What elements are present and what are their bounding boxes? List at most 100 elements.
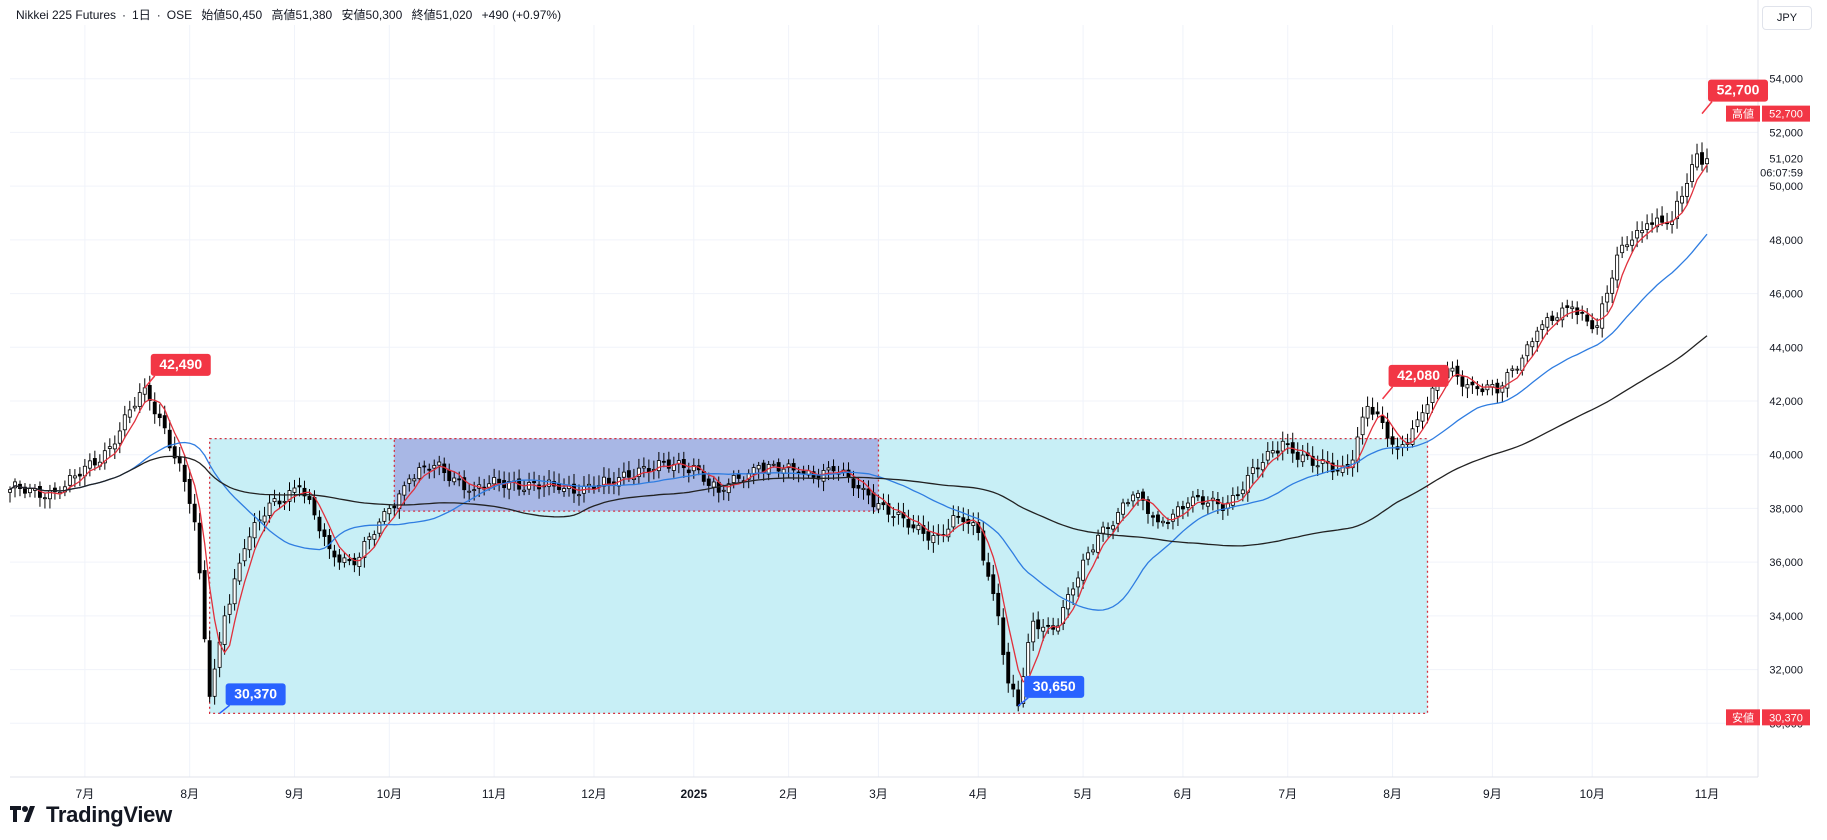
candle-body [172, 446, 177, 459]
badge-label-bg [1726, 709, 1760, 726]
candle-body [1660, 215, 1665, 223]
candle-body [132, 405, 137, 409]
candle-body [1420, 412, 1425, 422]
candle [322, 523, 327, 547]
candle-body [192, 503, 197, 523]
candle [1655, 208, 1660, 233]
candle-body [1205, 502, 1210, 507]
candle [202, 560, 207, 643]
candle-body [1036, 619, 1041, 630]
x-tick-label: 11月 [482, 787, 506, 801]
candle-body [1280, 440, 1285, 452]
candle-body [1460, 376, 1465, 387]
candle-body [1565, 305, 1570, 308]
candle-body [1136, 492, 1140, 498]
candle [891, 507, 896, 527]
candle [362, 536, 367, 568]
currency-badge[interactable]: JPY [1762, 6, 1812, 30]
candle-body [821, 470, 826, 482]
candle-body [1146, 499, 1150, 514]
x-tick-label: 3月 [869, 787, 888, 801]
candle-body [681, 459, 686, 469]
candle-body [1625, 244, 1630, 248]
candle-body [1180, 506, 1185, 510]
candle-body [1295, 451, 1300, 460]
candle [881, 493, 886, 511]
candle-body [906, 519, 911, 528]
candle-body [1680, 195, 1684, 204]
tradingview-logo[interactable]: TradingView [10, 802, 172, 828]
candle-body [322, 529, 327, 537]
low-price-badge: 安値 30,370 [1726, 709, 1810, 726]
candle-body [1111, 525, 1115, 530]
y-tick-label: 52,000 [1769, 127, 1803, 139]
candle [172, 436, 177, 465]
candle [28, 483, 32, 498]
candle-body [332, 550, 337, 558]
candle-body [212, 668, 217, 697]
candle [1250, 458, 1255, 484]
candle [721, 484, 726, 501]
candle [736, 469, 741, 483]
candle-body [1185, 502, 1190, 508]
candle [656, 452, 661, 479]
candle-body [731, 474, 736, 484]
candle-body [1315, 465, 1320, 468]
candle-body [661, 460, 666, 463]
candle [986, 552, 991, 581]
candle-body [991, 574, 996, 595]
candle-body [337, 554, 342, 563]
candle-body [1580, 311, 1585, 314]
candle-body [272, 498, 277, 503]
callout-label: 42,080 [1397, 367, 1440, 383]
candle-body [636, 467, 641, 477]
candle-body [1500, 385, 1505, 393]
candle [1605, 285, 1610, 313]
high-callout: 52,700 [1701, 79, 1769, 115]
candle-body [562, 488, 566, 492]
candle [1500, 381, 1505, 403]
candle [1540, 320, 1545, 339]
x-tick-label: 11月 [1695, 787, 1719, 801]
y-tick-label: 36,000 [1769, 557, 1803, 569]
symbol-name[interactable]: Nikkei 225 Futures [16, 8, 117, 22]
candle-body [262, 515, 267, 523]
candle [1465, 378, 1470, 399]
candle-body [112, 443, 117, 450]
candle-body [1540, 324, 1545, 330]
candle [1690, 154, 1694, 188]
candle-body [417, 467, 422, 479]
x-tick-label: 6月 [1174, 787, 1193, 801]
candle-body [856, 484, 861, 489]
interval-label[interactable]: 1日 [132, 8, 151, 22]
candle-body [72, 475, 77, 479]
candle [911, 514, 916, 533]
candle [1086, 546, 1091, 566]
candle-body [891, 516, 896, 518]
candle [1535, 326, 1540, 352]
candle-body [187, 478, 192, 504]
candle [497, 470, 502, 492]
candle [686, 462, 691, 483]
candle-body [996, 592, 1001, 617]
candle [1131, 491, 1135, 507]
candle-body [1096, 534, 1101, 553]
candle-body [182, 464, 187, 482]
candle [1580, 305, 1585, 321]
candle-body [1480, 388, 1485, 393]
badge-value-bg [1762, 709, 1810, 726]
candle-body [472, 489, 477, 492]
badge-value: 30,370 [1769, 712, 1803, 724]
candle [1375, 402, 1380, 418]
candle [896, 502, 901, 525]
candle [1175, 501, 1180, 527]
candle [921, 515, 926, 542]
candle-body [142, 387, 147, 395]
candle-body [1081, 559, 1086, 581]
candle [87, 453, 92, 477]
candle-body [1510, 368, 1515, 371]
candle [1300, 445, 1305, 467]
candle-body [237, 562, 242, 582]
candle-body [971, 522, 976, 526]
